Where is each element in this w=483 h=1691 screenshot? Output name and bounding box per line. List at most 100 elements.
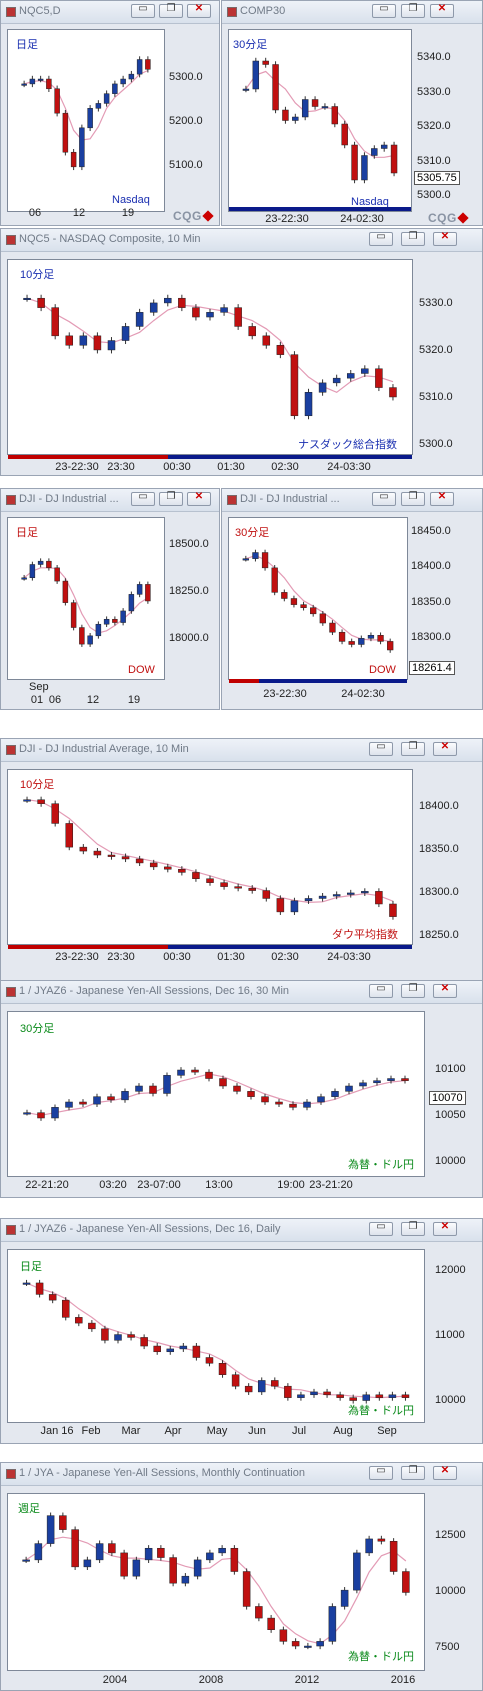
session-bar bbox=[229, 679, 259, 683]
window-dji-daily: DJI - DJ Industrial ... ▭ ❐ ✕ 日足 DOW 185… bbox=[0, 488, 220, 710]
candle bbox=[93, 332, 102, 354]
candle bbox=[371, 145, 378, 159]
window-titlebar[interactable]: COMP30 ▭ ❐ ✕ bbox=[222, 1, 482, 24]
restore-button[interactable]: ❐ bbox=[401, 3, 425, 18]
close-button[interactable]: ✕ bbox=[430, 491, 454, 506]
minimize-button[interactable]: ▭ bbox=[369, 741, 393, 756]
x-tick: 23:30 bbox=[107, 461, 135, 473]
candle bbox=[79, 844, 88, 855]
minimize-button[interactable]: ▭ bbox=[369, 1465, 393, 1480]
minimize-button[interactable]: ▭ bbox=[131, 491, 155, 506]
x-tick: 23-22:30 bbox=[263, 688, 307, 700]
x-tick: 23-22:30 bbox=[265, 213, 309, 225]
candle bbox=[149, 299, 158, 316]
x-tick: 06 bbox=[28, 207, 42, 219]
candle bbox=[328, 1603, 337, 1645]
candle bbox=[132, 1556, 141, 1580]
candle bbox=[346, 369, 355, 382]
x-tick: Jan 16 bbox=[40, 1425, 74, 1437]
candle bbox=[127, 1331, 135, 1341]
restore-button[interactable]: ❐ bbox=[401, 491, 425, 506]
minimize-button[interactable]: ▭ bbox=[372, 491, 396, 506]
close-button[interactable]: ✕ bbox=[187, 491, 211, 506]
restore-button[interactable]: ❐ bbox=[401, 741, 425, 756]
y-tick: 5300.0 bbox=[169, 71, 203, 83]
window-titlebar[interactable]: 1 / JYA - Japanese Yen-All Sessions, Mon… bbox=[1, 1463, 482, 1486]
restore-button[interactable]: ❐ bbox=[401, 983, 425, 998]
candle bbox=[252, 57, 260, 93]
y-tick: 5200.0 bbox=[169, 115, 203, 127]
candle bbox=[234, 304, 242, 330]
x-tick: Jul bbox=[291, 1425, 307, 1437]
session-bar bbox=[168, 945, 412, 949]
candle bbox=[136, 581, 143, 598]
restore-button[interactable]: ❐ bbox=[401, 231, 425, 246]
candle bbox=[375, 888, 383, 908]
window-titlebar[interactable]: NQC5,D ▭ ❐ ✕ bbox=[1, 1, 219, 24]
candle bbox=[62, 109, 69, 156]
y-tick: 5300.0 bbox=[419, 438, 453, 450]
plot-area[interactable]: 日足 Nasdaq bbox=[7, 29, 165, 212]
close-button[interactable]: ✕ bbox=[433, 231, 457, 246]
plot-area[interactable]: 週足 為替・ドル円 bbox=[7, 1493, 425, 1671]
close-button[interactable]: ✕ bbox=[433, 983, 457, 998]
candle bbox=[128, 591, 135, 614]
x-tick: 23-22:30 bbox=[55, 951, 99, 963]
candle bbox=[205, 1069, 213, 1082]
window-titlebar[interactable]: DJI - DJ Industrial ... ▭ ❐ ✕ bbox=[222, 489, 482, 512]
minimize-button[interactable]: ▭ bbox=[369, 1221, 393, 1236]
candle bbox=[87, 105, 93, 132]
candle bbox=[135, 1083, 143, 1095]
restore-button[interactable]: ❐ bbox=[159, 3, 183, 18]
candle bbox=[402, 1568, 410, 1596]
plot-area[interactable]: 日足 DOW bbox=[7, 517, 165, 680]
candle bbox=[401, 1075, 409, 1084]
close-button[interactable]: ✕ bbox=[433, 741, 457, 756]
instrument-label: ナスダック総合指数 bbox=[298, 439, 397, 451]
candle bbox=[120, 75, 126, 88]
candle bbox=[341, 120, 348, 149]
x-tick: 01:30 bbox=[217, 461, 245, 473]
candle bbox=[219, 1075, 227, 1089]
session-bar bbox=[259, 679, 407, 683]
candle bbox=[144, 1545, 153, 1564]
restore-button[interactable]: ❐ bbox=[401, 1221, 425, 1236]
candle bbox=[289, 1101, 297, 1111]
x-tick: 23-07:00 bbox=[137, 1179, 181, 1191]
close-button[interactable]: ✕ bbox=[430, 3, 454, 18]
window-titlebar[interactable]: 1 / JYAZ6 - Japanese Yen-All Sessions, D… bbox=[1, 1219, 482, 1242]
window-titlebar[interactable]: DJI - DJ Industrial ... ▭ ❐ ✕ bbox=[1, 489, 219, 512]
candle bbox=[345, 1083, 353, 1095]
candle bbox=[255, 1603, 263, 1622]
minimize-button[interactable]: ▭ bbox=[372, 3, 396, 18]
candle bbox=[95, 100, 102, 112]
window-titlebar[interactable]: NQC5 - NASDAQ Composite, 10 Min ▭ ❐ ✕ bbox=[1, 229, 482, 252]
y-tick: 18350.0 bbox=[419, 843, 459, 855]
candle bbox=[46, 558, 52, 571]
close-button[interactable]: ✕ bbox=[433, 1221, 457, 1236]
candle bbox=[54, 564, 60, 584]
minimize-button[interactable]: ▭ bbox=[131, 3, 155, 18]
chart-svg bbox=[242, 549, 394, 653]
candle bbox=[349, 1394, 357, 1404]
x-tick: 19:00 bbox=[277, 1179, 305, 1191]
window-titlebar[interactable]: DJI - DJ Industrial Average, 10 Min ▭ ❐ … bbox=[1, 739, 482, 762]
window-dji-30min: DJI - DJ Industrial ... ▭ ❐ ✕ 30分足 DOW 1… bbox=[221, 488, 483, 710]
plot-area[interactable]: 日足 為替・ドル円 bbox=[7, 1249, 425, 1423]
minimize-button[interactable]: ▭ bbox=[369, 983, 393, 998]
plot-area[interactable]: 30分足 Nasdaq bbox=[228, 29, 412, 212]
restore-button[interactable]: ❐ bbox=[401, 1465, 425, 1480]
plot-area[interactable]: 10分足 ナスダック総合指数 bbox=[7, 259, 413, 455]
candle bbox=[22, 1556, 30, 1564]
plot-area[interactable]: 30分足 為替・ドル円 bbox=[7, 1011, 425, 1177]
minimize-button[interactable]: ▭ bbox=[369, 231, 393, 246]
plot-area[interactable]: 30分足 DOW bbox=[228, 517, 408, 680]
close-button[interactable]: ✕ bbox=[433, 1465, 457, 1480]
candle bbox=[218, 1360, 227, 1378]
restore-button[interactable]: ❐ bbox=[159, 491, 183, 506]
close-button[interactable]: ✕ bbox=[187, 3, 211, 18]
candle bbox=[192, 869, 200, 882]
window-titlebar[interactable]: 1 / JYAZ6 - Japanese Yen-All Sessions, D… bbox=[1, 981, 482, 1004]
plot-area[interactable]: 10分足 ダウ平均指数 bbox=[7, 769, 413, 945]
candle bbox=[178, 294, 186, 312]
